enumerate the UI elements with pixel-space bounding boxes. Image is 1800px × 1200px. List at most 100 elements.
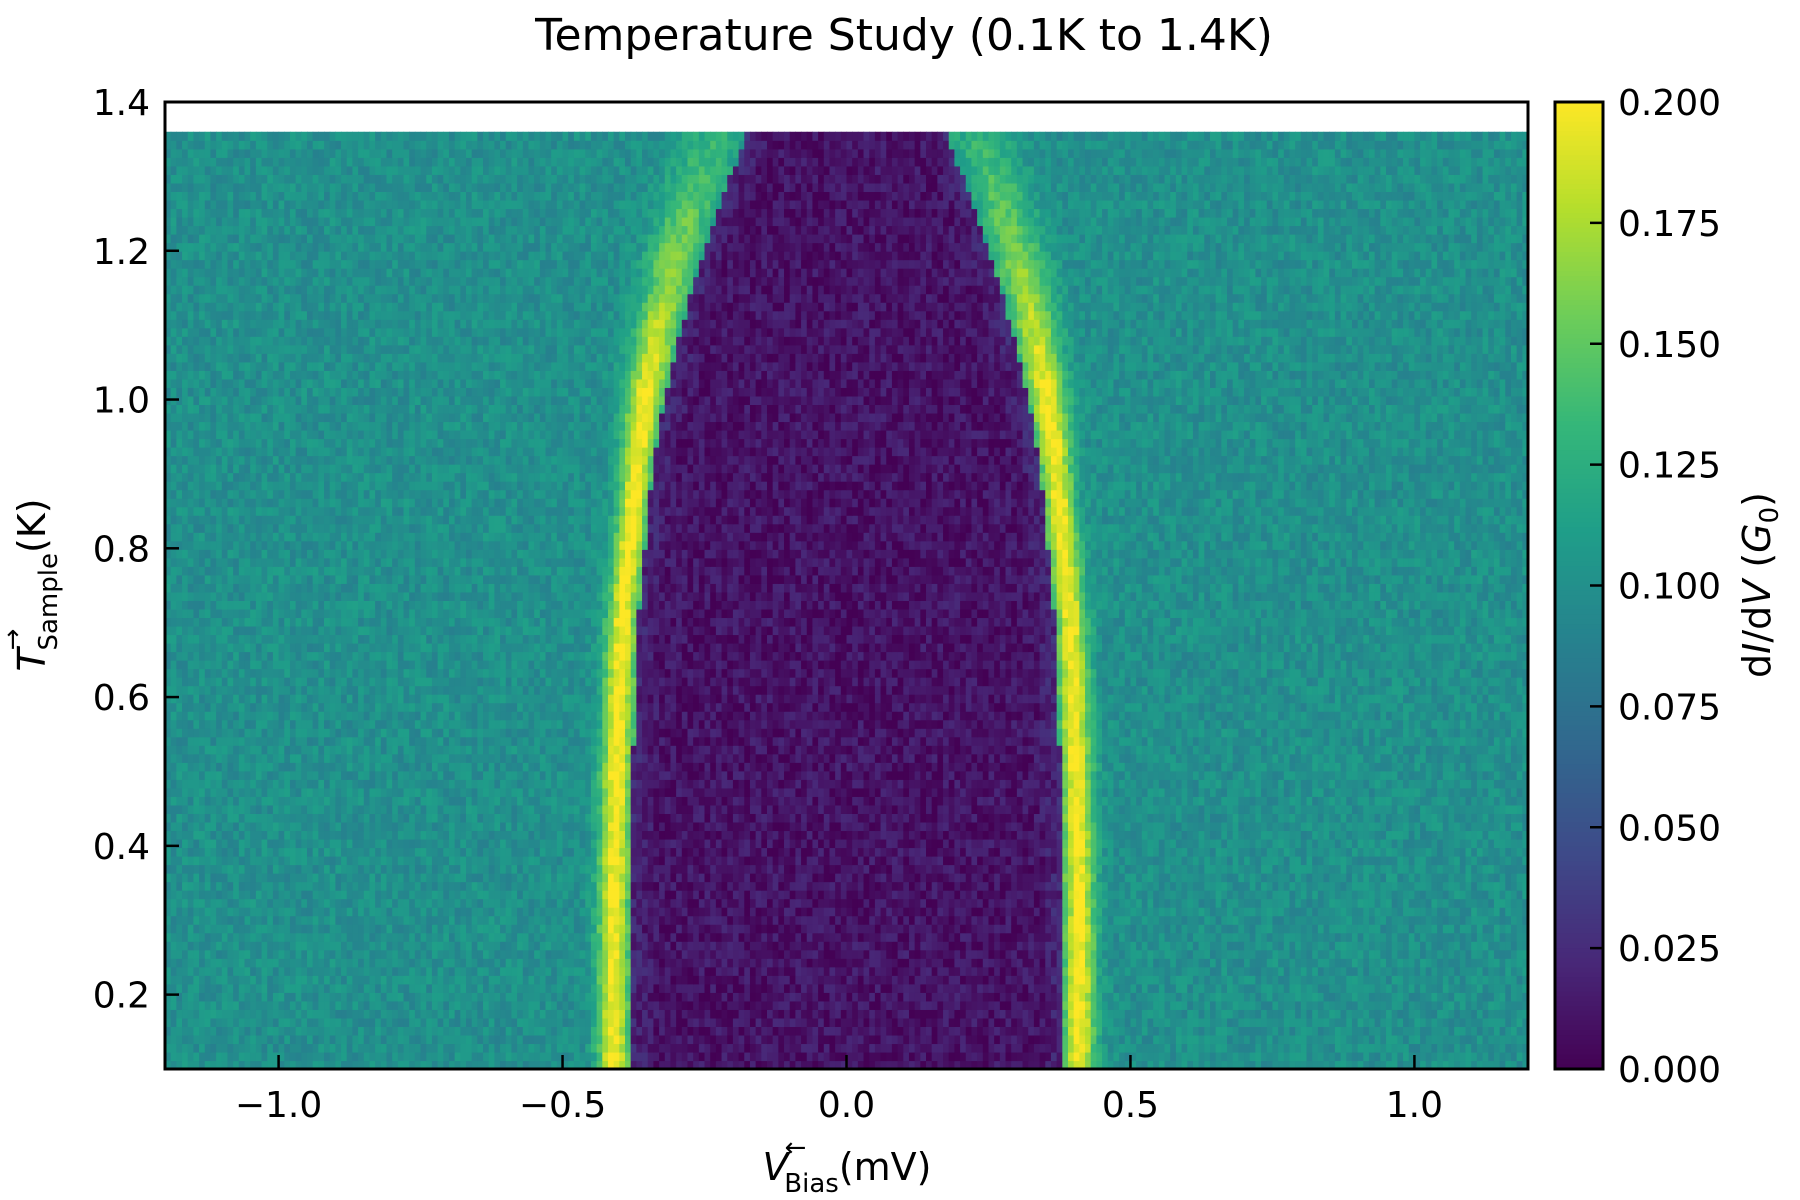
heatmap-cell [795, 890, 801, 899]
heatmap-cell [1375, 1043, 1381, 1052]
heatmap-cell [631, 916, 637, 925]
heatmap-cell [1227, 950, 1233, 959]
heatmap-cell [193, 933, 199, 942]
heatmap-cell [381, 1043, 387, 1052]
heatmap-cell [409, 975, 415, 984]
heatmap-cell [1079, 1001, 1085, 1010]
heatmap-cell [1426, 916, 1432, 925]
heatmap-cell [653, 1009, 659, 1018]
heatmap-cell [670, 950, 676, 959]
heatmap-cell [193, 890, 199, 899]
heatmap-cell [1108, 1052, 1114, 1061]
heatmap-cell [307, 958, 313, 967]
heatmap-cell [1460, 967, 1466, 976]
heatmap-cell [869, 924, 875, 933]
heatmap-cell [767, 1035, 773, 1044]
heatmap-cell [563, 950, 569, 959]
heatmap-cell [1204, 1001, 1210, 1010]
heatmap-cell [1170, 907, 1176, 916]
heatmap-cell [1505, 1026, 1511, 1035]
heatmap-cell [1193, 967, 1199, 976]
heatmap-cell [1040, 1052, 1046, 1061]
heatmap-cell [1091, 941, 1097, 950]
heatmap-cell [1318, 933, 1324, 942]
heatmap-cell [1460, 984, 1466, 993]
heatmap-cell [1136, 916, 1142, 925]
heatmap-cell [1091, 916, 1097, 925]
heatmap-cell [795, 1052, 801, 1061]
heatmap-cell [631, 899, 637, 908]
heatmap-cell [296, 1043, 302, 1052]
heatmap-cell [404, 1026, 410, 1035]
heatmap-cell [1500, 975, 1506, 984]
heatmap-cell [954, 958, 960, 967]
heatmap-cell [1369, 899, 1375, 908]
heatmap-cell [1392, 1052, 1398, 1061]
heatmap-cell [1255, 1018, 1261, 1027]
heatmap-cell [875, 1035, 881, 1044]
heatmap-cell [1329, 916, 1335, 925]
heatmap-cell [364, 933, 370, 942]
heatmap-cell [1307, 975, 1313, 984]
heatmap-cell [693, 950, 699, 959]
heatmap-cell [1255, 933, 1261, 942]
heatmap-cell [1426, 1052, 1432, 1061]
heatmap-cell [750, 992, 756, 1001]
heatmap-cell [943, 950, 949, 959]
heatmap-cell [687, 992, 693, 1001]
heatmap-cell [1000, 924, 1006, 933]
heatmap-cell [358, 1043, 364, 1052]
heatmap-cell [1517, 984, 1523, 993]
heatmap-cell [1068, 899, 1074, 908]
heatmap-cell [915, 1035, 921, 1044]
heatmap-cell [915, 958, 921, 967]
heatmap-cell [375, 916, 381, 925]
heatmap-cell [790, 1043, 796, 1052]
heatmap-cell [693, 1035, 699, 1044]
heatmap-cell [716, 984, 722, 993]
heatmap-cell [1028, 950, 1034, 959]
heatmap-cell [517, 992, 523, 1001]
heatmap-cell [1511, 1043, 1517, 1052]
heatmap-cell [335, 984, 341, 993]
heatmap-cell [284, 1052, 290, 1061]
heatmap-cell [318, 984, 324, 993]
heatmap-cell [1193, 950, 1199, 959]
heatmap-cell [216, 992, 222, 1001]
heatmap-cell [892, 958, 898, 967]
heatmap-cell [1199, 916, 1205, 925]
heatmap-cell [313, 916, 319, 925]
heatmap-cell [1335, 933, 1341, 942]
heatmap-cell [881, 1052, 887, 1061]
heatmap-cell [301, 975, 307, 984]
heatmap-cell [455, 1052, 461, 1061]
heatmap-cell [1426, 984, 1432, 993]
heatmap-cell [1454, 907, 1460, 916]
heatmap-cell [835, 1043, 841, 1052]
heatmap-cell [1142, 924, 1148, 933]
heatmap-cell [1341, 941, 1347, 950]
heatmap-cell [1051, 958, 1057, 967]
heatmap-cell [443, 1018, 449, 1027]
heatmap-cell [636, 950, 642, 959]
heatmap-cell [1517, 958, 1523, 967]
heatmap-cell [574, 1018, 580, 1027]
heatmap-cell [381, 958, 387, 967]
heatmap-cell [290, 1009, 296, 1018]
heatmap-cell [1295, 1043, 1301, 1052]
heatmap-cell [574, 1009, 580, 1018]
heatmap-cell [409, 1043, 415, 1052]
heatmap-cell [801, 907, 807, 916]
heatmap-cell [966, 899, 972, 908]
heatmap-cell [1460, 916, 1466, 925]
heatmap-cell [1182, 1018, 1188, 1027]
heatmap-cell [279, 1009, 285, 1018]
heatmap-cell [506, 958, 512, 967]
heatmap-cell [551, 1035, 557, 1044]
heatmap-cell [898, 924, 904, 933]
heatmap-cell [1051, 992, 1057, 1001]
heatmap-cell [881, 975, 887, 984]
heatmap-cell [1318, 941, 1324, 950]
heatmap-cell [597, 1001, 603, 1010]
heatmap-cell [256, 1026, 262, 1035]
